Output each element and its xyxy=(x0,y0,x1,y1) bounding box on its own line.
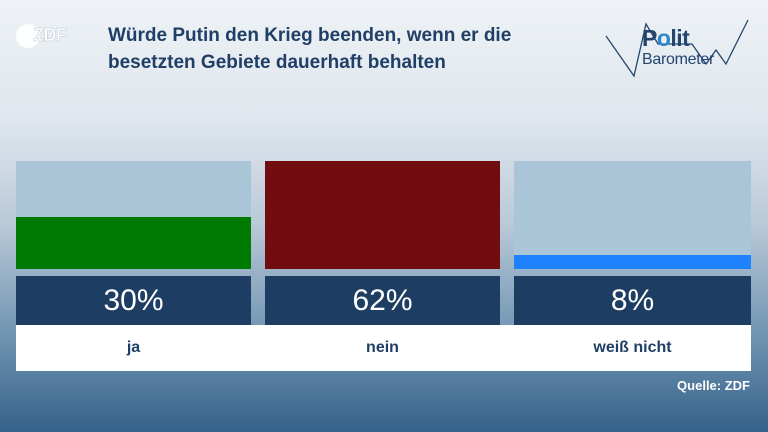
zdf-logo: ZDF xyxy=(16,24,78,48)
bar-ja xyxy=(16,161,251,269)
value-label-weiss-nicht: 8% xyxy=(514,276,751,325)
brand-polit-text: Polit xyxy=(642,25,690,52)
zdf-logo-icon xyxy=(16,24,40,48)
brand-barometer-text: Barometer xyxy=(642,51,714,68)
brand-polit-rest: lit xyxy=(670,25,690,51)
bar-fill-weiss-nicht xyxy=(514,255,751,269)
zdf-logo-text: ZDF xyxy=(33,25,67,46)
value-label-ja: 30% xyxy=(16,276,251,325)
source-note: Quelle: ZDF xyxy=(677,378,750,393)
politbarometer-line-icon xyxy=(605,19,749,78)
politbarometer-logo: Polit Barometer xyxy=(600,10,760,90)
brand-polit-p: P xyxy=(642,25,657,51)
bar-fill-nein xyxy=(265,161,500,269)
bar-fill-ja xyxy=(16,217,251,269)
brand-polit-o: o xyxy=(656,25,671,51)
value-label-nein: 62% xyxy=(265,276,500,325)
category-labels-row: ja nein weiß nicht xyxy=(16,325,751,371)
bar-weiss-nicht xyxy=(514,161,751,269)
category-label-weiss-nicht: weiß nicht xyxy=(593,339,672,356)
chart-title: Würde Putin den Krieg beenden, wenn er d… xyxy=(108,25,512,73)
bar-nein xyxy=(265,161,500,269)
category-label-ja: ja xyxy=(126,339,141,356)
category-label-nein: nein xyxy=(366,339,399,356)
